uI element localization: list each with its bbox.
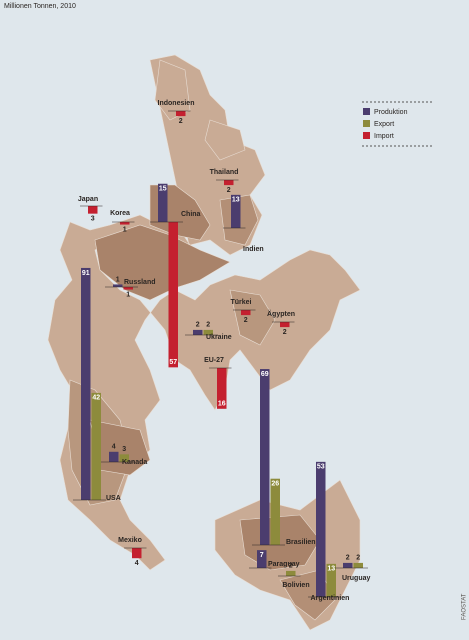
bar <box>353 562 363 568</box>
country-label: Kanada <box>122 459 147 466</box>
bar <box>203 329 213 335</box>
bar <box>241 310 251 316</box>
value-label: 2 <box>206 322 210 329</box>
value-label: 2 <box>196 322 200 329</box>
bar <box>286 570 296 576</box>
bar <box>260 369 270 545</box>
bar <box>316 461 326 597</box>
value-label: 7 <box>260 552 264 559</box>
country-label: Japan <box>78 196 98 203</box>
bar <box>193 329 203 335</box>
bar <box>119 454 129 462</box>
value-label: 2 <box>356 555 360 562</box>
value-label: 3 <box>122 446 126 453</box>
country-label: Indien <box>243 246 264 253</box>
bar <box>120 222 130 225</box>
country-label: Argentinien <box>311 595 350 602</box>
value-label: 2 <box>244 317 248 324</box>
value-label: 2 <box>179 118 183 125</box>
country-label: Ägypten <box>267 310 295 318</box>
bar <box>109 451 119 462</box>
country-label: Ukraine <box>206 334 232 341</box>
bar <box>81 267 91 500</box>
bar <box>280 322 290 328</box>
bar <box>231 194 241 228</box>
value-label: 69 <box>261 371 269 378</box>
value-label: 13 <box>327 566 335 573</box>
value-label: 26 <box>271 481 279 488</box>
country-label: Paraguay <box>268 561 300 568</box>
value-label: 1 <box>116 276 120 283</box>
value-label: 53 <box>317 464 325 471</box>
bar <box>270 478 280 545</box>
country-label: Bolivien <box>282 582 309 589</box>
bar <box>132 548 142 559</box>
map-title: Millionen Tonnen, 2010 <box>4 3 76 10</box>
bar <box>113 284 123 287</box>
legend-label: Export <box>374 121 394 128</box>
country-label: Korea <box>110 210 130 217</box>
value-label: 2 <box>283 329 287 336</box>
country-label: Brasilien <box>286 539 316 546</box>
country-label: USA <box>106 495 121 502</box>
bar <box>88 206 98 214</box>
bar <box>343 562 353 568</box>
value-label: 91 <box>82 270 90 277</box>
value-label: 4 <box>135 560 139 567</box>
bar-layer: 2 Indonesien 2 Thailand 3 Japan 1 Korea 15 57 Chin… <box>73 100 371 602</box>
value-label: 42 <box>92 395 100 402</box>
value-label: 2 <box>346 555 350 562</box>
country-label: Türkei <box>230 299 251 306</box>
value-label: 2 <box>289 563 293 570</box>
bar <box>168 222 178 368</box>
country-label: EU-27 <box>204 357 224 364</box>
bar <box>224 180 234 186</box>
bar <box>123 287 133 290</box>
value-label: 57 <box>169 359 177 366</box>
value-label: 16 <box>218 401 226 408</box>
bar <box>257 550 267 568</box>
country-label: China <box>181 211 201 218</box>
legend-swatch <box>363 108 370 115</box>
bar <box>91 392 101 500</box>
value-label: 3 <box>91 215 95 222</box>
bar <box>217 368 227 409</box>
bar <box>176 111 186 117</box>
source: FAOSTAT <box>462 593 468 620</box>
legend-swatch <box>363 120 370 127</box>
value-label: 15 <box>159 186 167 193</box>
legend-label: Import <box>374 133 394 140</box>
country-label: Indonesien <box>158 100 195 107</box>
country-label: Thailand <box>210 169 239 176</box>
legend: Produktion Export Import <box>363 108 408 140</box>
value-label: 1 <box>126 291 130 298</box>
bar <box>158 183 168 222</box>
country-label: Mexiko <box>118 537 142 544</box>
country-label: Uruguay <box>342 575 371 582</box>
legend-swatch <box>363 132 370 139</box>
value-label: 13 <box>232 197 240 204</box>
value-label: 4 <box>112 444 116 451</box>
legend-label: Produktion <box>374 109 408 116</box>
value-label: 2 <box>227 187 231 194</box>
country-label: Russland <box>124 279 156 286</box>
bar <box>326 563 336 597</box>
value-label: 1 <box>123 226 127 233</box>
